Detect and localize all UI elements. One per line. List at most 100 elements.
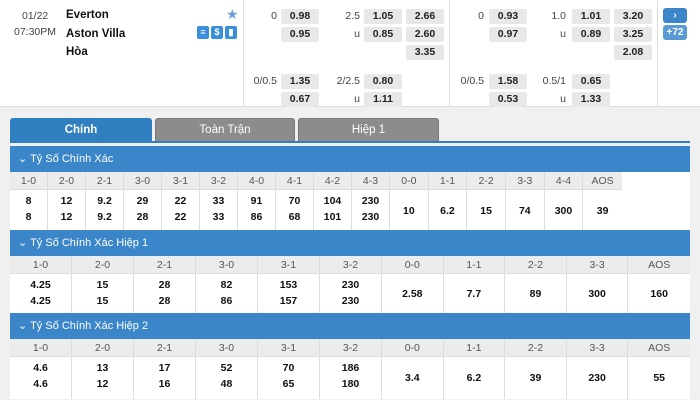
- ft-ou2-over-odd[interactable]: 0.80: [364, 74, 402, 89]
- ft-hdp2-home-odd[interactable]: 1.35: [281, 74, 319, 89]
- away-odd[interactable]: 157: [279, 295, 298, 307]
- more-markets-button[interactable]: +72: [663, 25, 687, 40]
- home-odd[interactable]: 153: [279, 279, 298, 291]
- away-odd[interactable]: 4.25: [30, 295, 51, 307]
- draw-odd[interactable]: 6.2: [466, 372, 482, 384]
- draw-odd[interactable]: 300: [588, 288, 606, 300]
- draw-odd[interactable]: 160: [650, 288, 668, 300]
- home-odd[interactable]: 230: [361, 195, 380, 207]
- home-odd[interactable]: 15: [96, 279, 109, 291]
- home-odd[interactable]: 230: [341, 279, 360, 291]
- draw-odd[interactable]: 39: [529, 372, 542, 384]
- ft-hdp2-away-odd[interactable]: 0.67: [281, 92, 319, 107]
- away-odd[interactable]: 4.6: [33, 378, 48, 390]
- home-odd[interactable]: 13: [96, 362, 109, 374]
- away-odd[interactable]: 15: [96, 295, 109, 307]
- ht-hdp-away-odd[interactable]: 0.97: [489, 27, 527, 42]
- away-odd[interactable]: 230: [361, 211, 380, 223]
- tab-main[interactable]: Chính: [10, 118, 152, 142]
- draw-odd[interactable]: 3.4: [404, 372, 420, 384]
- away-odd[interactable]: 86: [250, 211, 263, 223]
- score-column: AOS 39: [583, 172, 622, 232]
- away-odd[interactable]: 65: [282, 378, 295, 390]
- home-odd[interactable]: 9.2: [97, 195, 112, 207]
- away-odd[interactable]: 48: [220, 378, 233, 390]
- section-header[interactable]: ⌄ Tỷ Số Chính Xác: [10, 146, 690, 172]
- score-column: 3-0 82 86: [196, 256, 258, 314]
- home-odd[interactable]: 17: [158, 362, 171, 374]
- draw-odd[interactable]: 39: [596, 205, 609, 217]
- stats-icon[interactable]: ≡: [197, 26, 209, 39]
- ht-hdp2-home-odd[interactable]: 1.58: [489, 74, 527, 89]
- away-odd[interactable]: 101: [323, 211, 342, 223]
- home-odd[interactable]: 104: [323, 195, 342, 207]
- away-odd[interactable]: 9.2: [97, 211, 112, 223]
- ht-hdp2-away-odd[interactable]: 0.53: [489, 92, 527, 107]
- away-odd[interactable]: 230: [341, 295, 360, 307]
- ft-ou-under-odd[interactable]: 0.85: [364, 27, 402, 42]
- chart-icon[interactable]: ▮: [225, 26, 237, 39]
- ht-1x2-away-odd[interactable]: 3.25: [614, 27, 652, 42]
- away-odd[interactable]: 86: [220, 295, 233, 307]
- ht-1x2-home-odd[interactable]: 3.20: [614, 9, 652, 24]
- away-odd[interactable]: 28: [136, 211, 149, 223]
- home-odd[interactable]: 12: [60, 195, 73, 207]
- home-odd[interactable]: 70: [282, 362, 295, 374]
- home-odd[interactable]: 4.25: [30, 279, 51, 291]
- home-odd[interactable]: 82: [220, 279, 233, 291]
- away-odd[interactable]: 28: [158, 295, 171, 307]
- draw-odd[interactable]: 10: [402, 205, 415, 217]
- ht-ou-over-odd[interactable]: 1.01: [572, 9, 610, 24]
- draw-odd[interactable]: 55: [653, 372, 666, 384]
- draw-odd[interactable]: 15: [480, 205, 492, 217]
- ht-1x2-draw-odd[interactable]: 2.08: [614, 45, 652, 60]
- away-odd[interactable]: 12: [60, 211, 73, 223]
- home-odd[interactable]: 29: [136, 195, 149, 207]
- away-odd[interactable]: 180: [341, 378, 360, 390]
- ft-1x2-away-odd[interactable]: 2.60: [406, 27, 444, 42]
- home-odd[interactable]: 8: [25, 195, 32, 207]
- away-odd[interactable]: 68: [288, 211, 301, 223]
- draw-odd[interactable]: 300: [554, 205, 573, 217]
- ft-hdp-home-odd[interactable]: 0.98: [281, 9, 319, 24]
- away-odd[interactable]: 33: [212, 211, 225, 223]
- tab-first-half[interactable]: Hiệp 1: [298, 118, 439, 142]
- next-chevron-icon[interactable]: ›: [663, 8, 687, 23]
- ft-1x2-home-odd[interactable]: 2.66: [406, 9, 444, 24]
- home-odd[interactable]: 186: [341, 362, 360, 374]
- home-odd[interactable]: 22: [174, 195, 187, 207]
- draw-odd[interactable]: 6.2: [440, 205, 455, 217]
- score-column: 3-3 230: [566, 339, 629, 399]
- ft-ou-over-odd[interactable]: 1.05: [364, 9, 402, 24]
- away-odd[interactable]: 12: [96, 378, 109, 390]
- draw-odd[interactable]: 89: [529, 288, 542, 300]
- draw-odd[interactable]: 2.58: [402, 288, 423, 300]
- tab-full-time[interactable]: Toàn Trận: [155, 118, 295, 142]
- ht-ou2-under-odd[interactable]: 1.33: [572, 92, 610, 107]
- home-odd[interactable]: 91: [250, 195, 263, 207]
- section-header[interactable]: ⌄ Tỷ Số Chính Xác Hiệp 2: [10, 313, 690, 339]
- away-team[interactable]: Aston Villa: [66, 28, 126, 40]
- ht-ou-under-odd[interactable]: 0.89: [572, 27, 610, 42]
- favorite-star-icon[interactable]: ★: [226, 6, 239, 22]
- home-team[interactable]: Everton: [66, 9, 109, 21]
- ht-hdp-home-odd[interactable]: 0.93: [489, 9, 527, 24]
- ft-1x2-draw-odd[interactable]: 3.35: [406, 45, 444, 60]
- section-header[interactable]: ⌄ Tỷ Số Chính Xác Hiệp 1: [10, 230, 690, 256]
- money-icon[interactable]: $: [211, 26, 223, 39]
- home-odd[interactable]: 28: [158, 279, 171, 291]
- ht-ou2-over-odd[interactable]: 0.65: [572, 74, 610, 89]
- ft-ou2-under-odd[interactable]: 1.11: [364, 92, 402, 107]
- home-odd[interactable]: 52: [220, 362, 233, 374]
- score-header: 0-0: [390, 172, 428, 190]
- draw-odd[interactable]: 230: [588, 372, 606, 384]
- home-odd[interactable]: 70: [288, 195, 301, 207]
- away-odd[interactable]: 16: [158, 378, 171, 390]
- draw-odd[interactable]: 74: [518, 205, 531, 217]
- draw-odd[interactable]: 7.7: [466, 288, 482, 300]
- home-odd[interactable]: 4.6: [33, 362, 48, 374]
- ft-hdp-away-odd[interactable]: 0.95: [281, 27, 319, 42]
- away-odd[interactable]: 8: [25, 211, 32, 223]
- home-odd[interactable]: 33: [212, 195, 225, 207]
- away-odd[interactable]: 22: [174, 211, 187, 223]
